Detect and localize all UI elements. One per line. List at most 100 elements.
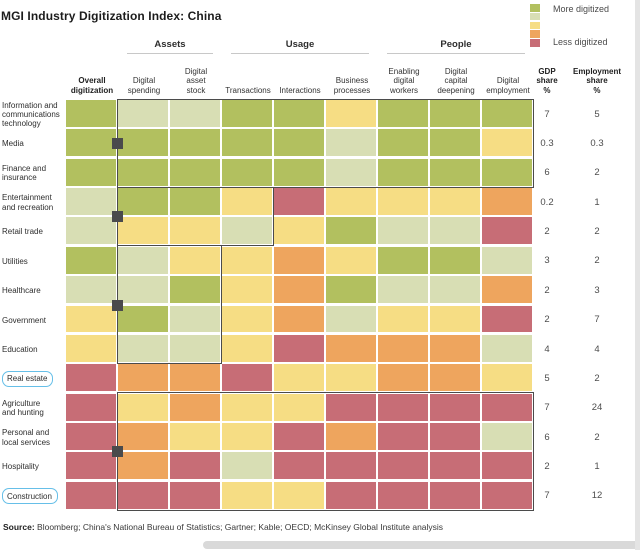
heatmap-cell: [222, 334, 272, 362]
gdp-share-value: 6: [544, 431, 550, 443]
heatmap-cell: [326, 100, 376, 127]
heatmap-cell: [170, 246, 220, 274]
group-outline-handle[interactable]: [111, 446, 123, 458]
gdp-share-value: 3: [544, 255, 550, 267]
group-outline-box: [116, 245, 222, 364]
heatmap-cell: [430, 100, 480, 127]
group-outline-handle[interactable]: [111, 211, 123, 223]
heatmap-cell: [66, 481, 116, 509]
heatmap-cell: [118, 100, 168, 127]
heatmap-cell: [326, 364, 376, 392]
heatmap-cell: [378, 452, 428, 480]
legend-swatch: [530, 4, 540, 12]
heatmap-cell: [66, 393, 116, 421]
employment-share-value: 12: [591, 490, 603, 502]
heatmap-cell: [326, 276, 376, 304]
legend-swatch: [530, 12, 540, 21]
heatmap-cell: [482, 129, 532, 157]
heatmap-cell: [378, 334, 428, 362]
heatmap-cell: [326, 334, 376, 362]
heatmap-cell: [118, 481, 168, 509]
heatmap-cell: [118, 217, 168, 245]
heatmap-cell: [274, 188, 324, 216]
legend-less-label: Less digitized: [553, 37, 608, 47]
heatmap-cell: [482, 481, 532, 509]
row-label-media: Media: [2, 139, 24, 149]
gdp-share-value: 2: [544, 314, 550, 326]
source-note: Source: Bloomberg; China's National Bure…: [3, 522, 633, 532]
heatmap-cell: [482, 364, 532, 392]
employment-share-value: 2: [594, 431, 600, 443]
heatmap-cell: [378, 188, 428, 216]
right-edge-strip: [635, 0, 640, 550]
heatmap-cell: [66, 217, 116, 245]
group-outline-handle[interactable]: [111, 138, 123, 150]
heatmap-cell: [430, 158, 480, 186]
heatmap-cell: [118, 364, 168, 392]
heatmap-cell: [170, 334, 220, 362]
heatmap-cell: [170, 452, 220, 480]
heatmap-cell: [378, 393, 428, 421]
heatmap-cell: [430, 276, 480, 304]
heatmap-cell: [430, 334, 480, 362]
heatmap-cell: [326, 246, 376, 274]
gdp-share-value: 7: [544, 108, 550, 120]
heatmap-cell: [482, 100, 532, 127]
heatmap-cell: [274, 276, 324, 304]
heatmap-cell: [222, 100, 272, 127]
heatmap-cell: [378, 422, 428, 450]
employment-share-value: 2: [594, 226, 600, 238]
column-header-digital: Digital asset stock: [184, 66, 208, 95]
legend-color-scale: [530, 4, 540, 48]
heatmap-cell: [274, 217, 324, 245]
heatmap-cell: [482, 188, 532, 216]
employment-share-value: 3: [594, 284, 600, 296]
legend-swatch: [530, 30, 540, 38]
heatmap-cell: [430, 481, 480, 509]
column-header-employment: Employment share %: [572, 66, 621, 95]
column-group-rule: [127, 53, 213, 54]
heatmap-cell: [482, 393, 532, 421]
heatmap-cell: [222, 305, 272, 333]
heatmap-cell: [430, 246, 480, 274]
heatmap-cell: [326, 158, 376, 186]
heatmap-cell: [430, 364, 480, 392]
column-header-business: Business processes: [333, 76, 371, 95]
heatmap-cell: [66, 452, 116, 480]
gdp-share-value: 7: [544, 490, 550, 502]
heatmap-cell: [326, 393, 376, 421]
employment-share-value: 24: [591, 402, 603, 414]
heatmap-cell: [430, 452, 480, 480]
heatmap-cell: [326, 188, 376, 216]
employment-share-value: 7: [594, 314, 600, 326]
heatmap-cell: [222, 158, 272, 186]
heatmap-cell: [482, 217, 532, 245]
scrollbar[interactable]: [203, 541, 640, 549]
column-group-label-people: People: [440, 39, 472, 50]
heatmap-cell: [66, 334, 116, 362]
column-group-rule: [231, 53, 369, 54]
heatmap-cell: [170, 481, 220, 509]
heatmap-cell: [66, 246, 116, 274]
gdp-share-value: 0.2: [540, 196, 554, 208]
heatmap-cell: [118, 334, 168, 362]
highlight-box: Construction: [2, 488, 58, 505]
heatmap-cell: [274, 364, 324, 392]
heatmap-cell: [118, 305, 168, 333]
gdp-share-value: 0.3: [540, 138, 554, 150]
heatmap-cell: [66, 188, 116, 216]
heatmap-cell: [170, 129, 220, 157]
heatmap-cell: [482, 305, 532, 333]
heatmap-cell: [222, 217, 272, 245]
heatmap-cell: [222, 246, 272, 274]
heatmap-cell: [378, 481, 428, 509]
employment-share-value: 4: [594, 343, 600, 355]
heatmap-cell: [326, 422, 376, 450]
group-outline-box: [116, 392, 534, 511]
heatmap-cell: [430, 188, 480, 216]
row-label-hospitality: Hospitality: [2, 462, 39, 472]
heatmap-cell: [222, 422, 272, 450]
heatmap-cell: [118, 452, 168, 480]
group-outline-handle[interactable]: [111, 299, 123, 311]
gdp-share-value: 2: [544, 226, 550, 238]
